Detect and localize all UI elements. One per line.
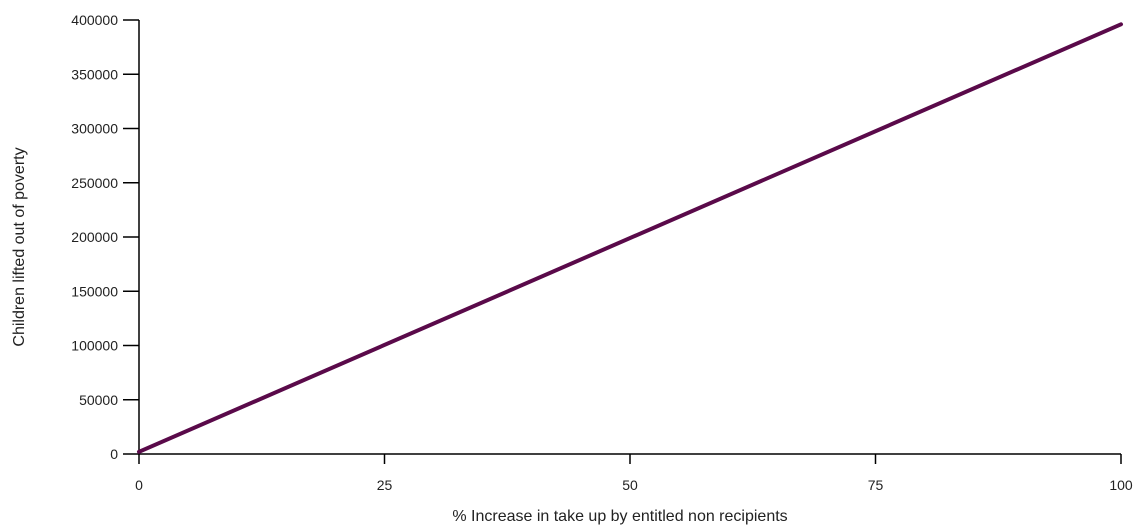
y-tick-label: 200000 xyxy=(71,229,118,245)
y-axis-ticks: 0 50000 100000 150000 200000 250000 300000 3500… xyxy=(71,12,139,462)
x-axis-title: % Increase in take up by entitled non re… xyxy=(452,508,787,525)
y-tick-label: 350000 xyxy=(71,66,118,82)
x-tick-label: 25 xyxy=(377,477,393,493)
y-tick-label: 250000 xyxy=(71,175,118,191)
y-tick-label: 100000 xyxy=(71,338,118,354)
x-tick-label: 100 xyxy=(1109,477,1133,493)
y-tick-label: 400000 xyxy=(71,12,118,28)
x-tick-label: 75 xyxy=(868,477,884,493)
x-axis-ticks: 0 25 50 75 100 xyxy=(135,454,1133,493)
y-axis-title: Children lifted out of poverty xyxy=(11,147,28,346)
y-tick-label: 300000 xyxy=(71,121,118,137)
y-tick-label: 0 xyxy=(110,446,118,462)
series-group xyxy=(137,22,1123,454)
y-tick-label: 150000 xyxy=(71,283,118,299)
series-line xyxy=(137,22,1123,454)
x-tick-label: 0 xyxy=(135,477,143,493)
y-tick-label: 50000 xyxy=(79,392,118,408)
x-tick-label: 50 xyxy=(622,477,638,493)
